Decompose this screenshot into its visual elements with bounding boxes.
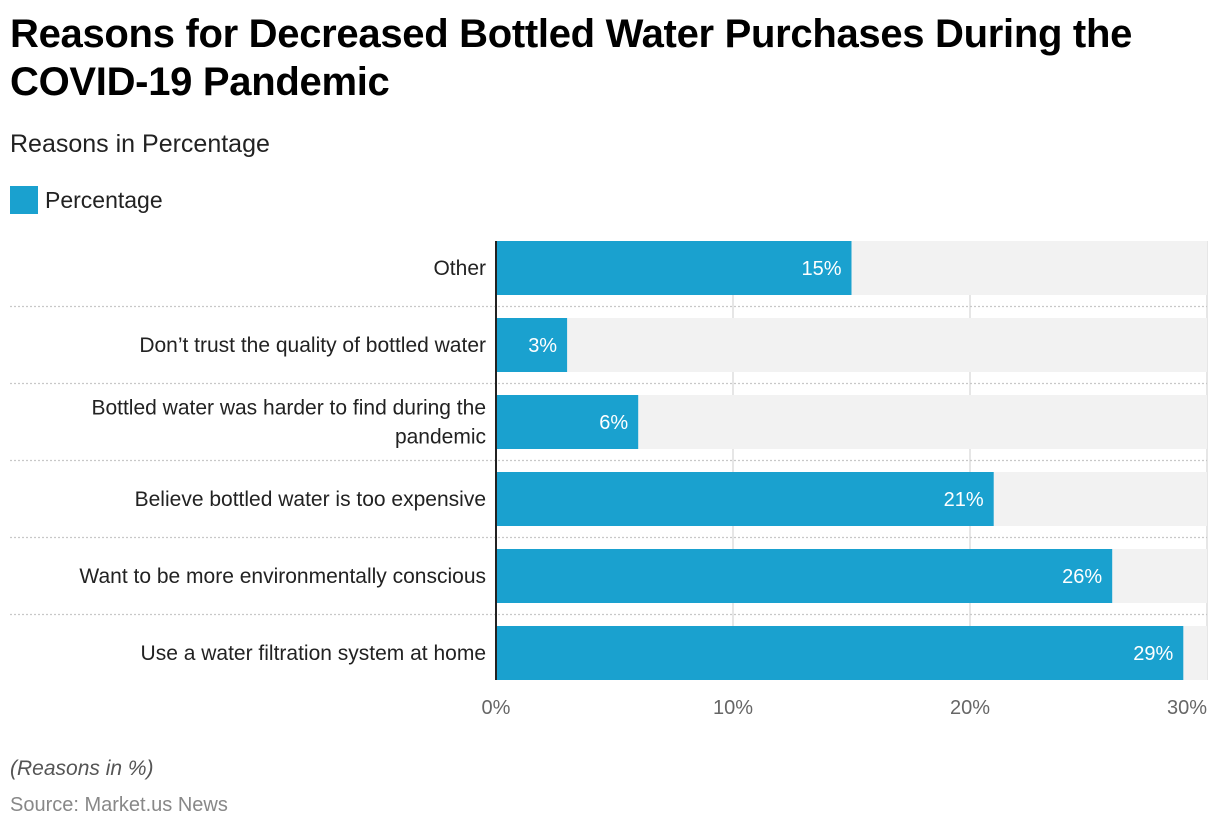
chart-note: (Reasons in %) bbox=[10, 757, 154, 780]
category-label: Other bbox=[433, 257, 486, 280]
bar-chart: 15% 3% 6% 21% 26% 29% Other Don’t trust the qua… bbox=[10, 241, 1208, 719]
bar bbox=[496, 395, 639, 449]
category-label: Believe bottled water is too expensive bbox=[135, 488, 486, 511]
category-label: Bottled water was harder to find during … bbox=[91, 397, 486, 420]
legend: Percentage bbox=[10, 186, 163, 214]
x-tick-label: 0% bbox=[482, 697, 511, 719]
value-label: 21% bbox=[944, 489, 984, 511]
category-label: pandemic bbox=[395, 426, 486, 449]
value-label: 15% bbox=[801, 258, 841, 280]
value-labels: 15% 3% 6% 21% 26% 29% bbox=[528, 258, 1173, 665]
chart-source: Source: Market.us News bbox=[10, 794, 228, 816]
row-separators bbox=[10, 305, 1207, 616]
bar bbox=[496, 549, 1113, 603]
legend-label: Percentage bbox=[45, 186, 163, 213]
legend-swatch bbox=[10, 186, 38, 214]
bar bbox=[496, 318, 568, 372]
bar-track bbox=[496, 318, 1207, 372]
bar bbox=[496, 241, 852, 295]
bar bbox=[496, 626, 1184, 680]
x-tick-label: 10% bbox=[713, 697, 753, 719]
chart-title: Reasons for Decreased Bottled Water Purc… bbox=[10, 12, 1133, 104]
x-tick-label: 20% bbox=[950, 697, 990, 719]
value-label: 3% bbox=[528, 335, 557, 357]
chart-subtitle: Reasons in Percentage bbox=[10, 130, 270, 158]
bar bbox=[496, 472, 994, 526]
bars bbox=[496, 241, 1184, 680]
x-tick-labels: 0% 10% 20% 30% bbox=[482, 697, 1208, 719]
category-labels: Other Don’t trust the quality of bottled … bbox=[79, 257, 486, 665]
x-tick-label: 30% bbox=[1167, 697, 1207, 719]
value-label: 26% bbox=[1062, 566, 1102, 588]
category-label: Don’t trust the quality of bottled water bbox=[139, 334, 486, 357]
category-label: Use a water filtration system at home bbox=[141, 642, 486, 665]
value-label: 29% bbox=[1133, 643, 1173, 665]
category-label: Want to be more environmentally consciou… bbox=[79, 565, 486, 588]
value-label: 6% bbox=[599, 412, 628, 434]
